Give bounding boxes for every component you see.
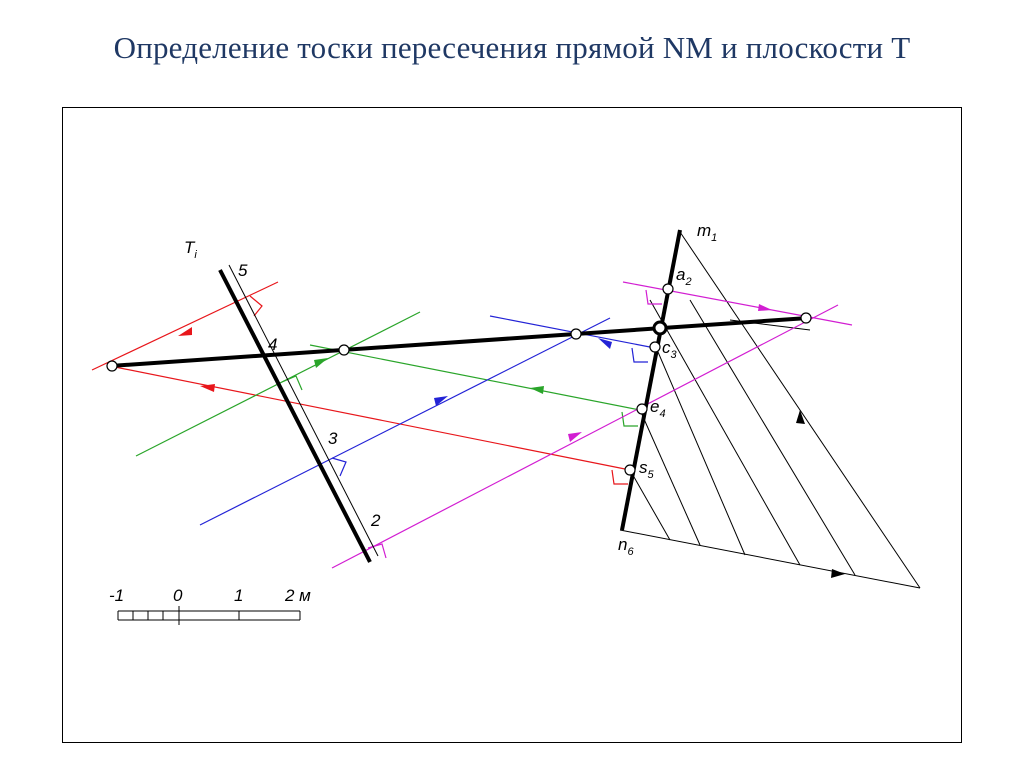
point-green — [338, 344, 350, 356]
red-arrow-upper — [178, 327, 192, 336]
arrow-head-right — [831, 569, 845, 578]
line-ti-thin — [228, 264, 379, 557]
line-nm-horizontal — [109, 316, 809, 368]
blue-line-diagonal — [199, 317, 611, 526]
point-a2 — [662, 283, 674, 295]
point-e4 — [636, 403, 648, 415]
main-lines — [109, 229, 809, 563]
hatch-line — [654, 344, 746, 556]
point-c3 — [649, 341, 661, 353]
hatch-line — [689, 299, 856, 576]
magenta-line-diagonal — [331, 304, 839, 569]
drawing-frame — [62, 107, 962, 743]
green-arrow-horiz — [530, 386, 544, 394]
line-ti — [218, 269, 372, 563]
red-line-upper — [91, 281, 279, 371]
slide-title: Определение тоски пересечения прямой NM … — [113, 30, 911, 65]
labels: Ti m1 a2 c3 e4 s5 n6 5 4 3 2 — [184, 221, 717, 558]
green-arrow-diag — [314, 358, 328, 368]
blue-perp-mark — [331, 457, 347, 477]
triangle-arrows — [796, 410, 845, 578]
green-perp-mark — [281, 375, 303, 391]
scale-bar: -1 0 1 2 м — [109, 586, 311, 625]
point-right — [800, 312, 812, 324]
magenta-perp-mark — [367, 543, 387, 559]
scale-label-0: 0 — [173, 586, 183, 605]
line-mn — [620, 229, 682, 531]
magenta-arrow-horiz — [758, 304, 772, 311]
blue-arrow-horiz — [598, 338, 612, 349]
hatch-line — [649, 299, 801, 566]
blue-arrows — [434, 338, 612, 406]
magenta-perp-mark-a — [645, 289, 662, 305]
blue-perp-mark-c — [631, 347, 648, 363]
red-projection-lines — [91, 281, 631, 485]
magenta-projection-lines — [331, 281, 853, 569]
label-e4: e4 — [650, 397, 666, 420]
label-2: 2 — [370, 511, 381, 530]
label-4: 4 — [268, 335, 277, 354]
label-c3: c3 — [662, 338, 678, 361]
scale-label-2m: 2 м — [284, 586, 311, 605]
points — [106, 283, 812, 476]
scale-label-1: 1 — [234, 586, 243, 605]
label-s5: s5 — [639, 458, 655, 481]
label-m1: m1 — [697, 221, 717, 244]
hatch-line — [639, 409, 701, 546]
point-left — [106, 360, 118, 372]
label-a2: a2 — [676, 265, 692, 288]
red-arrow-lower — [200, 384, 215, 392]
red-perp-mark — [249, 295, 263, 317]
green-arrows — [314, 358, 544, 394]
red-line-lower — [109, 365, 631, 471]
point-s5 — [624, 464, 636, 476]
label-ti: Ti — [184, 238, 197, 261]
red-arrows — [178, 327, 215, 392]
label-3: 3 — [328, 429, 338, 448]
hatch-line — [629, 469, 671, 541]
green-perp-mark-e — [621, 411, 638, 427]
magenta-arrow-diag — [568, 432, 582, 442]
point-blue — [570, 328, 582, 340]
label-n6: n6 — [618, 535, 634, 558]
triangle-edge-bottom — [619, 529, 921, 589]
magenta-arrows — [568, 304, 772, 442]
blue-arrow-diag — [434, 396, 448, 406]
red-perp-mark-s — [611, 469, 628, 485]
label-5: 5 — [238, 261, 248, 280]
scale-label-neg1: -1 — [109, 586, 124, 605]
magenta-line-horizontal — [622, 281, 853, 326]
arrow-head-up — [796, 410, 805, 424]
green-line-horizontal — [309, 344, 641, 411]
point-intersection — [652, 320, 668, 336]
